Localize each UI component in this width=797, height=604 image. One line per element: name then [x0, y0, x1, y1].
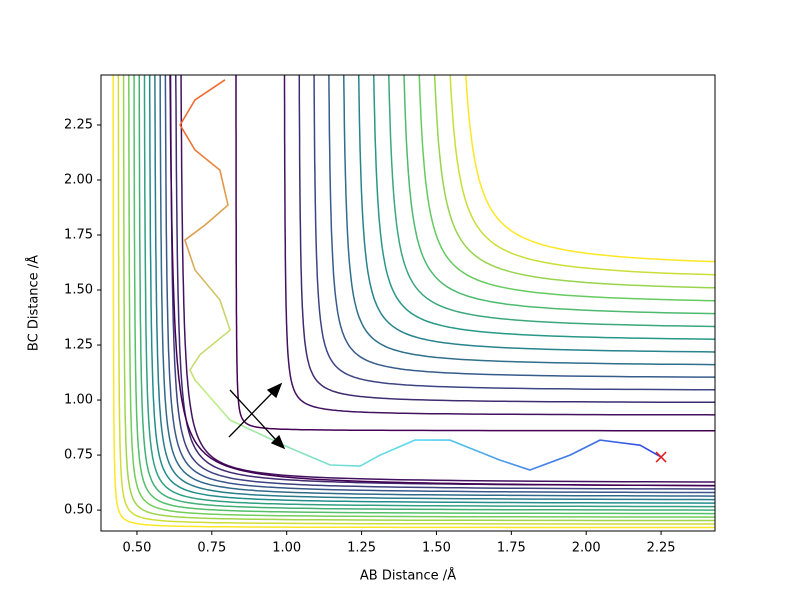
contour-line: [298, 0, 797, 403]
y-axis-label: BC Distance /Å: [26, 255, 42, 351]
x-tick-label: 1.25: [347, 541, 376, 556]
contour-line: [312, 0, 797, 391]
y-tick-label: 2.00: [64, 172, 93, 187]
x-axis-label: AB Distance /Å: [360, 568, 456, 584]
x-tick-label: 1.50: [422, 541, 451, 556]
arrow-line: [230, 390, 276, 440]
contour-line: [284, 0, 797, 415]
y-tick-label: 1.50: [64, 283, 93, 298]
y-tick-label: 2.25: [64, 117, 93, 132]
contour-line: [355, 0, 797, 355]
plot-marks: [180, 80, 666, 470]
contour-line: [369, 0, 797, 343]
contour-line: [164, 0, 797, 494]
contour-line: [118, 0, 797, 524]
y-tick-label: 1.00: [64, 393, 93, 408]
contour-line: [149, 0, 797, 504]
contour-line: [133, 0, 797, 514]
plot-frame: [101, 75, 715, 531]
contour-line: [412, 0, 797, 307]
contour-line: [426, 0, 797, 294]
x-tick-label: 0.75: [197, 541, 226, 556]
x-tick-label: 1.75: [497, 541, 526, 556]
contour-line: [455, 0, 797, 270]
x-tick-label: 2.25: [647, 541, 676, 556]
trajectory: [180, 80, 661, 470]
contour-line: [440, 0, 797, 282]
y-tick-label: 1.75: [64, 227, 93, 242]
y-tick-label: 0.75: [64, 448, 93, 463]
x-tick-label: 0.50: [122, 541, 151, 556]
x-tick-label: 2.00: [572, 541, 601, 556]
x-tick-label: 1.00: [272, 541, 301, 556]
contour-line: [113, 0, 797, 528]
contour-line: [138, 0, 797, 511]
y-tick-label: 0.50: [64, 503, 93, 518]
contour-line: [128, 0, 797, 518]
contour-line: [169, 0, 797, 490]
contour-lines: [113, 0, 797, 528]
contour-line: [236, 0, 797, 431]
contour-line: [179, 0, 797, 484]
end-marker: [656, 452, 666, 462]
y-tick-label: 1.25: [64, 338, 93, 353]
contour-line: [383, 0, 797, 331]
